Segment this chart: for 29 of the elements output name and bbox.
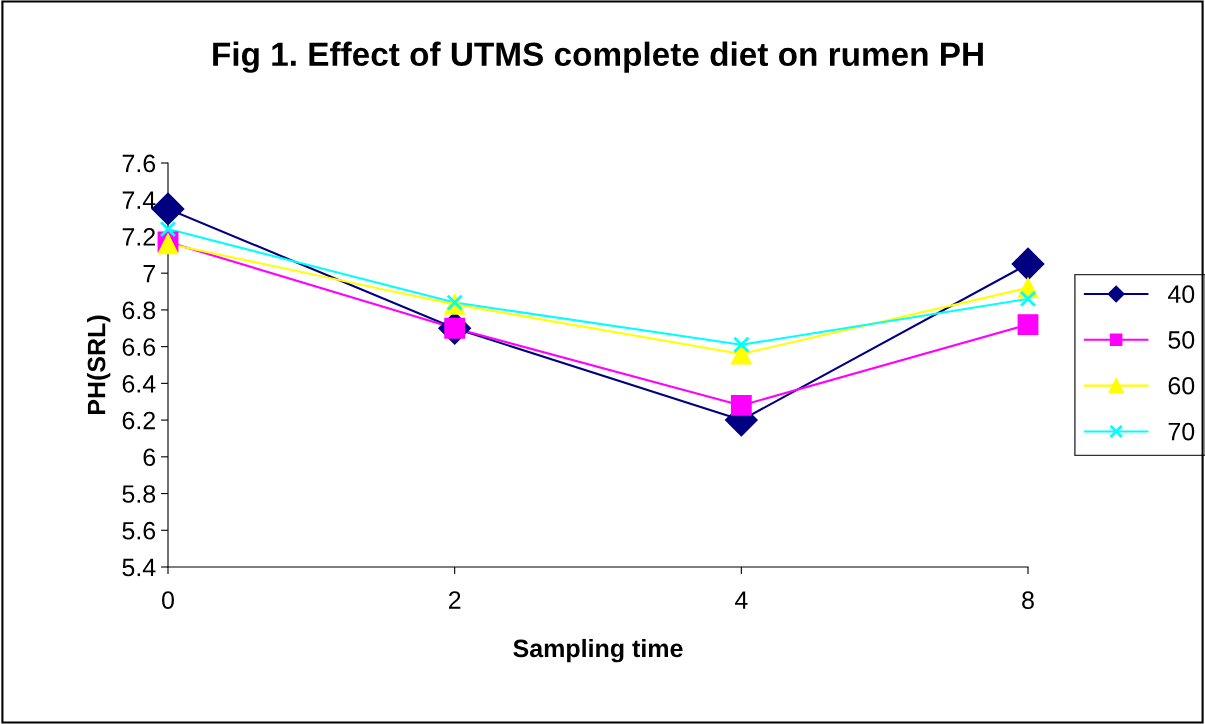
point (1011, 247, 1045, 281)
y-tick-label: 6.2 (122, 411, 155, 430)
legend-label: 60 (1168, 376, 1195, 395)
x-axis-title: Sampling time (513, 638, 683, 663)
legend-label: 70 (1168, 422, 1195, 441)
y-tick-label: 6.6 (122, 338, 156, 356)
x-tick-label: 8 (1022, 591, 1034, 609)
y-tick-label: 6 (143, 448, 156, 467)
point (1017, 314, 1039, 336)
point (730, 394, 752, 416)
x-tick-label: 2 (448, 591, 461, 609)
point (733, 336, 750, 354)
chart-title: Fig 1. Effect of UTMS complete diet on rumen PH (213, 41, 983, 73)
y-tick-label: 7.6 (122, 154, 156, 173)
legend-label: 50 (1168, 331, 1195, 349)
point (159, 220, 177, 238)
y-tick-label: 5.4 (122, 558, 156, 577)
y-tick-label: 7.4 (122, 191, 156, 209)
point (1019, 290, 1037, 308)
y-tick-label: 7 (143, 265, 155, 283)
y-tick-label: 6.8 (122, 301, 156, 320)
y-tick-label: 7.2 (122, 228, 155, 246)
x-tick-label: 4 (734, 591, 748, 609)
legend-label: 40 (1167, 285, 1195, 303)
y-tick-label: 5.6 (122, 521, 156, 540)
x-tick-label: 0 (162, 591, 174, 609)
y-tick-label: 6.4 (122, 374, 156, 393)
y-tick-label: 5.8 (122, 485, 156, 503)
y-axis-title: PH(SRL) (87, 315, 111, 415)
